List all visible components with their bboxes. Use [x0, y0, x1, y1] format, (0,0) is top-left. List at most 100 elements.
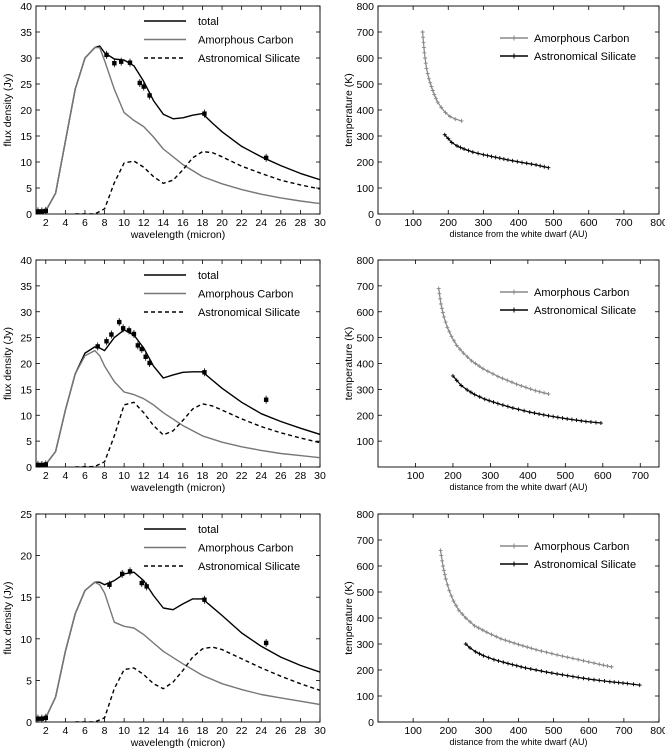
series-marker [631, 682, 636, 687]
data-point [119, 571, 125, 577]
y-axis-label: flux density (Jy) [2, 327, 14, 400]
x-tick-label: 22 [236, 470, 248, 482]
data-point [95, 344, 100, 349]
plot-area [436, 286, 603, 426]
series-marker [442, 132, 447, 137]
y-tick-label: 15 [20, 592, 32, 604]
series-marker [516, 407, 521, 412]
data-point [43, 462, 48, 467]
legend-marker [511, 307, 517, 313]
series-marker [439, 105, 444, 110]
data-point [36, 716, 41, 721]
legend-label: Amorphous Carbon [198, 289, 293, 301]
series-marker [451, 599, 456, 604]
series-marker [565, 416, 570, 421]
y-tick-label: 700 [356, 27, 374, 39]
y-tick-label: 200 [356, 665, 374, 677]
series-marker [429, 84, 434, 89]
series-marker [494, 634, 499, 639]
x-tick-label: 28 [295, 217, 307, 229]
y-tick-label: 600 [356, 53, 374, 65]
plot-area [438, 548, 642, 688]
series-marker [449, 593, 454, 598]
series-marker [509, 380, 514, 385]
y-tick-label: 500 [356, 587, 374, 599]
series-marker [487, 398, 492, 403]
series-marker [489, 154, 494, 159]
x-tick-label: 800 [650, 725, 665, 737]
series-marker [438, 296, 443, 301]
series-marker [538, 163, 543, 168]
series-marker [439, 306, 444, 311]
x-tick-label: 8 [102, 725, 108, 737]
series-marker [454, 378, 459, 383]
x-tick-label: 8 [102, 470, 108, 482]
x-tick-label: 800 [650, 217, 665, 229]
series-marker [528, 666, 533, 671]
y-tick-label: 400 [356, 359, 374, 371]
series-marker [534, 668, 539, 672]
data-point [127, 569, 133, 574]
series-marker [586, 677, 591, 682]
series-marker [534, 162, 539, 167]
x-tick-label: 2 [43, 470, 49, 482]
x-axis-label: wavelength (micron) [130, 482, 226, 494]
series-marker [424, 66, 429, 71]
series-marker [542, 390, 547, 395]
y-tick-label: 500 [356, 333, 374, 345]
series-marker [477, 394, 482, 399]
y-tick-label: 0 [26, 462, 32, 474]
series-line-astronomical-silicate [452, 375, 601, 424]
x-tick-label: 22 [236, 725, 248, 737]
series-line-astronomical-silicate [444, 134, 549, 169]
series-marker [597, 662, 602, 667]
series-marker [440, 310, 445, 315]
series-marker [560, 672, 565, 677]
y-tick-label: 5 [26, 183, 32, 195]
series-marker [456, 608, 461, 613]
series-marker [486, 655, 491, 660]
series-marker [421, 45, 426, 50]
series-marker [546, 392, 551, 397]
series-marker [466, 148, 471, 153]
series-marker [422, 50, 427, 55]
legend-marker [511, 289, 517, 295]
series-marker [510, 662, 515, 667]
series-marker [495, 374, 500, 379]
series-marker [473, 361, 478, 366]
y-tick-label: 15 [20, 384, 32, 396]
x-tick-label: 14 [157, 725, 169, 737]
x-tick-label: 26 [275, 217, 287, 229]
series-marker [551, 414, 556, 419]
series-marker [581, 676, 586, 681]
series-marker [465, 355, 470, 360]
x-tick-label: 400 [510, 725, 528, 737]
x-tick-label: 500 [545, 725, 563, 737]
x-tick-label: 8 [102, 217, 108, 229]
x-tick-label: 600 [580, 725, 598, 737]
x-tick-label: 0 [375, 217, 381, 229]
series-marker [598, 421, 603, 426]
x-tick-label: 100 [407, 470, 425, 482]
y-tick-label: 25 [20, 79, 32, 91]
series-marker [522, 408, 527, 413]
y-tick-label: 100 [356, 183, 374, 195]
chart-panel-5: 2 4 6 8 10 12 14 16 18 20 22 24 26 28 300510152025wave… [2, 509, 326, 749]
series-marker [570, 656, 575, 661]
y-tick-label: 800 [356, 1, 374, 13]
y-tick-label: 20 [20, 105, 32, 117]
data-point [202, 597, 207, 602]
x-tick-label: 300 [482, 470, 500, 482]
series-marker [455, 143, 460, 148]
series-marker [593, 420, 598, 425]
series-line-total [36, 329, 320, 466]
chart-panel-3: 2 4 6 8 10 12 14 16 18 20 22 24 26 28 3005101520253035… [2, 255, 326, 494]
series-line-astronomical-silicate [75, 646, 320, 722]
x-tick-label: 300 [475, 217, 493, 229]
x-tick-label: 18 [197, 725, 209, 737]
y-tick-label: 800 [356, 255, 374, 267]
y-tick-label: 35 [20, 281, 32, 293]
series-marker [445, 325, 450, 330]
series-line-astronomical-silicate [75, 150, 320, 214]
x-tick-label: 24 [255, 217, 267, 229]
